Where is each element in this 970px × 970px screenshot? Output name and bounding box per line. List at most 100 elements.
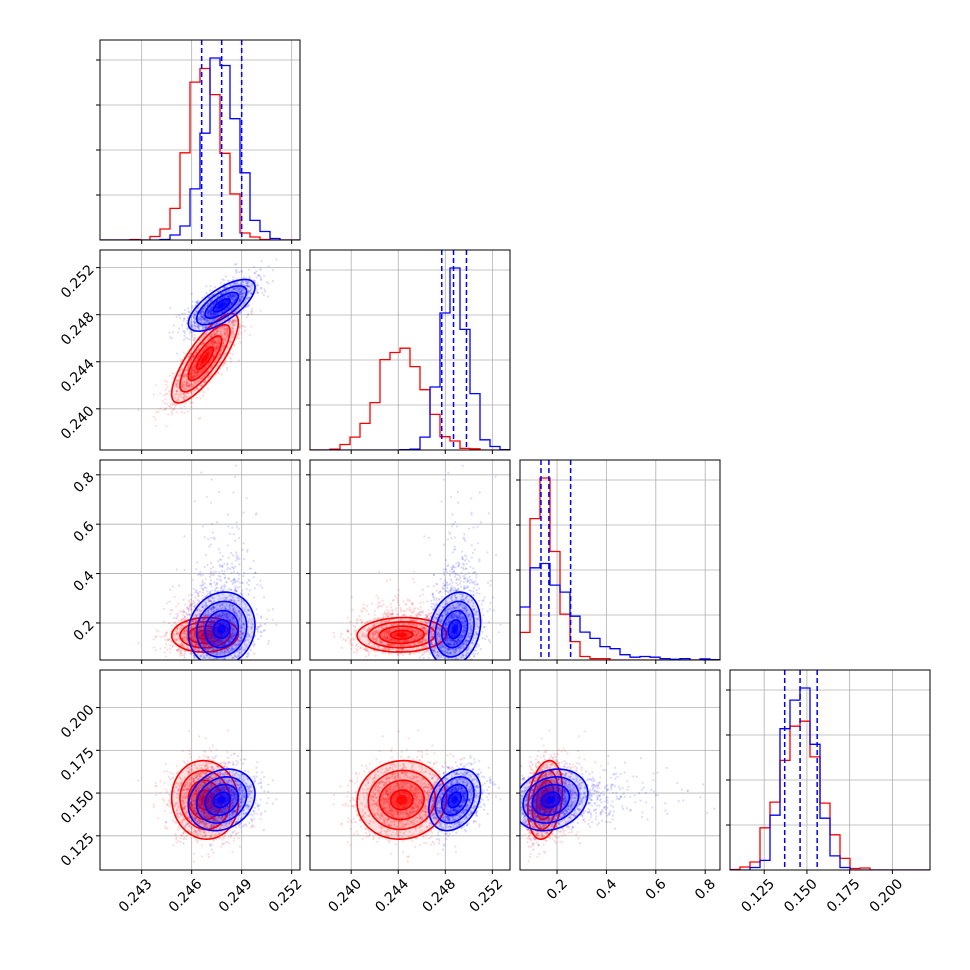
scatter-point [188,363,191,366]
scatter-point [184,336,187,339]
scatter-point [190,371,193,374]
scatter-point [231,352,234,355]
scatter-point [242,304,245,307]
scatter-point [237,599,240,602]
scatter-point [189,633,192,637]
scatter-point [224,290,227,293]
scatter-point [190,323,193,326]
scatter-point [180,410,183,414]
scatter-point [190,631,193,634]
scatter-point [205,298,208,301]
scatter-point [218,578,221,581]
scatter-point [232,578,235,582]
scatter-point [232,287,235,290]
scatter-point [176,352,179,355]
scatter-point [210,340,213,343]
scatter-point [192,315,196,319]
scatter-point [265,281,269,284]
scatter-point [231,627,234,630]
scatter-point [189,633,192,636]
scatter-point [175,631,178,634]
scatter-point [200,377,203,380]
scatter-point [208,375,211,378]
scatter-point [211,312,214,315]
scatter-point [191,368,194,371]
scatter-point [184,402,187,405]
scatter-point [187,384,190,387]
scatter-point [176,398,179,401]
scatter-point [174,639,177,642]
scatter-point [220,293,223,296]
scatter-point [187,609,191,613]
scatter-point [191,373,194,376]
scatter-point [241,297,244,300]
scatter-point [191,636,194,639]
scatter-point [195,643,198,646]
scatter-point [213,354,216,357]
scatter-point [165,631,168,634]
scatter-point [191,642,194,646]
scatter-point [240,600,243,604]
scatter-point [212,636,216,639]
scatter-point [183,632,186,635]
scatter-point [223,332,227,336]
scatter-point [237,283,240,286]
scatter-point [229,637,233,640]
scatter-point [182,393,185,396]
scatter-point [190,292,193,295]
scatter-point [214,317,217,321]
scatter-point [211,342,214,345]
scatter-point [196,301,199,304]
scatter-point [232,306,235,309]
scatter-point [219,349,222,352]
scatter-point [231,630,234,633]
scatter-point [165,632,168,635]
scatter-point [216,299,219,302]
scatter-point [202,314,205,317]
scatter-point [205,365,208,368]
scatter-point [211,606,214,609]
scatter-point [239,293,242,296]
scatter-point [196,371,199,374]
scatter-point [173,372,176,376]
scatter-point [219,297,222,300]
scatter-point [221,651,224,654]
scatter-point [190,641,193,644]
scatter-point [200,310,204,313]
scatter-point [152,646,155,649]
scatter-point [202,317,205,321]
scatter-point [219,349,222,352]
scatter-point [225,335,229,338]
scatter-point [194,301,197,304]
scatter-point [171,331,175,334]
scatter-point [200,369,203,372]
scatter-point [199,312,202,315]
scatter-point [204,644,207,647]
scatter-point [203,380,206,383]
scatter-point [209,359,212,362]
scatter-point [195,614,198,617]
scatter-point [169,307,172,310]
scatter-point [213,349,216,352]
scatter-point [231,303,234,306]
scatter-point [229,615,233,619]
scatter-point [164,655,168,658]
scatter-point [263,274,266,277]
scatter-point [192,587,195,590]
scatter-point [211,313,214,316]
scatter-point [215,347,218,350]
scatter-point [194,363,197,366]
scatter-point [256,288,259,291]
scatter-point [215,300,218,303]
scatter-point [210,628,213,631]
scatter-point [198,380,201,383]
scatter-point [194,633,197,636]
scatter-point [190,370,193,373]
scatter-point [223,361,226,364]
scatter-point [221,310,224,313]
scatter-point [211,343,214,346]
scatter-point [255,290,258,293]
scatter-point [183,317,186,320]
scatter-point [247,634,250,637]
scatter-point [211,342,214,345]
